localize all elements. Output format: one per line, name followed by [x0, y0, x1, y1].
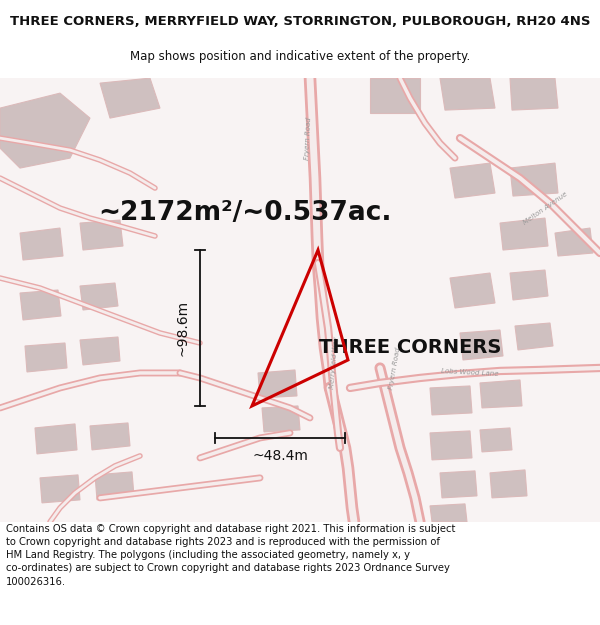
Polygon shape: [80, 220, 123, 250]
Polygon shape: [440, 471, 477, 498]
Polygon shape: [0, 93, 90, 168]
Polygon shape: [430, 504, 467, 522]
Polygon shape: [510, 78, 558, 110]
Polygon shape: [90, 423, 130, 450]
Polygon shape: [20, 228, 63, 260]
Polygon shape: [80, 283, 118, 310]
Text: Lobs Wood Lane: Lobs Wood Lane: [441, 369, 499, 378]
Polygon shape: [40, 475, 80, 503]
Polygon shape: [370, 78, 420, 113]
Polygon shape: [515, 323, 553, 350]
Polygon shape: [555, 228, 593, 256]
Text: Melton Avenue: Melton Avenue: [522, 191, 568, 226]
Polygon shape: [490, 470, 527, 498]
Polygon shape: [20, 290, 61, 320]
Polygon shape: [450, 273, 495, 308]
Text: Contains OS data © Crown copyright and database right 2021. This information is : Contains OS data © Crown copyright and d…: [6, 524, 455, 587]
Polygon shape: [35, 424, 77, 454]
Polygon shape: [25, 343, 67, 372]
Polygon shape: [450, 163, 495, 198]
Polygon shape: [510, 270, 548, 300]
Text: Fryern Road: Fryern Road: [304, 117, 312, 159]
Polygon shape: [95, 472, 134, 500]
Polygon shape: [262, 406, 300, 432]
Text: Fryern Road: Fryern Road: [388, 346, 401, 389]
Polygon shape: [460, 330, 503, 360]
Polygon shape: [258, 370, 297, 398]
Polygon shape: [480, 428, 512, 452]
Polygon shape: [440, 78, 495, 110]
Text: ~2172m²/~0.537ac.: ~2172m²/~0.537ac.: [98, 200, 392, 226]
Text: THREE CORNERS: THREE CORNERS: [319, 339, 501, 357]
Text: ~48.4m: ~48.4m: [252, 449, 308, 463]
Text: Map shows position and indicative extent of the property.: Map shows position and indicative extent…: [130, 50, 470, 62]
Polygon shape: [480, 380, 522, 408]
Text: THREE CORNERS, MERRYFIELD WAY, STORRINGTON, PULBOROUGH, RH20 4NS: THREE CORNERS, MERRYFIELD WAY, STORRINGT…: [10, 16, 590, 28]
Polygon shape: [510, 163, 558, 196]
Text: ~98.6m: ~98.6m: [175, 300, 189, 356]
Text: Merryfield Way: Merryfield Way: [329, 336, 339, 389]
Polygon shape: [500, 218, 548, 250]
Polygon shape: [80, 337, 120, 365]
Polygon shape: [430, 431, 472, 460]
Polygon shape: [100, 78, 160, 118]
Polygon shape: [430, 386, 472, 415]
